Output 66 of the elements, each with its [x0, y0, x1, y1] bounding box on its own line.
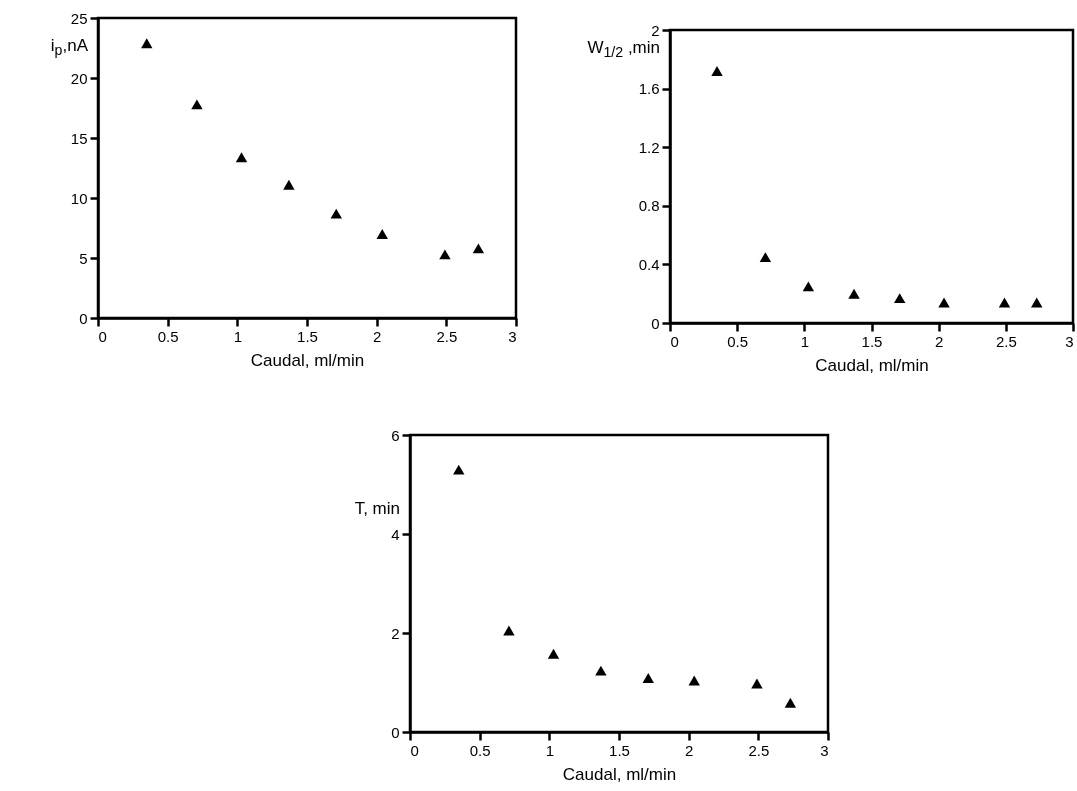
y-tick-label: 0 — [651, 314, 660, 332]
x-tick-label: 0 — [410, 741, 419, 759]
y-axis-title: T, min — [354, 499, 400, 519]
y-tick-label: 15 — [70, 129, 88, 147]
point — [376, 229, 388, 239]
point — [642, 673, 654, 683]
x-axis-title: Caudal, ml/min — [250, 350, 365, 370]
y-tick-label: 1.2 — [638, 138, 660, 156]
y-tick-label: 10 — [70, 189, 88, 207]
x-tick-label: 0.5 — [727, 332, 749, 350]
x-tick-label: 1.5 — [609, 741, 630, 759]
x-tick-label: 0.5 — [469, 741, 491, 759]
point — [998, 297, 1011, 308]
point — [759, 252, 772, 263]
x-tick-label: 2.5 — [748, 741, 770, 759]
x-tick-label: 1.5 — [861, 332, 883, 350]
point — [439, 249, 451, 260]
x-tick-label: 0 — [98, 327, 107, 345]
y-tick-label: 2 — [391, 624, 400, 642]
point — [848, 288, 860, 299]
x-tick-label: 2 — [684, 741, 694, 759]
point — [503, 625, 515, 636]
point — [141, 38, 153, 49]
x-tick-label: 1 — [233, 327, 243, 345]
y-tick-label: 6 — [391, 426, 400, 444]
x-axis-title: Caudal, ml/min — [815, 355, 929, 375]
x-tick-label: 1 — [545, 741, 555, 759]
point — [802, 281, 815, 292]
point — [595, 665, 607, 676]
x-tick-label: 3 — [820, 741, 829, 759]
x-tick-label: 3 — [508, 327, 517, 345]
y-tick-label: 0.8 — [638, 197, 660, 215]
point — [330, 208, 342, 219]
x-tick-label: 2.5 — [436, 327, 458, 345]
point — [191, 99, 203, 110]
x-tick-label: 1.5 — [297, 327, 318, 345]
x-axis-title: Caudal, ml/min — [562, 764, 677, 784]
point — [1031, 297, 1043, 308]
point — [472, 243, 485, 254]
point — [283, 179, 295, 190]
x-tick-label: 3 — [1065, 332, 1074, 350]
x-tick-label: 0.5 — [157, 327, 179, 345]
point — [938, 297, 950, 308]
x-tick-label: 0 — [670, 332, 679, 350]
x-tick-label: 2 — [934, 332, 944, 350]
point — [784, 697, 797, 708]
x-tick-label: 2 — [372, 327, 382, 345]
x-tick-label: 2.5 — [995, 332, 1017, 350]
y-axis-title: i$_{p}$,nA — [50, 36, 88, 59]
y-tick-label: 25 — [70, 9, 88, 27]
y-tick-label: 0 — [79, 309, 88, 327]
y-tick-label: 4 — [391, 525, 400, 543]
y-tick-label: 20 — [70, 69, 88, 87]
point — [453, 464, 465, 475]
point — [894, 293, 906, 304]
y-tick-label: 1.6 — [638, 80, 660, 98]
y-tick-label: 0.4 — [638, 255, 660, 273]
y-tick-label: 0 — [391, 723, 400, 741]
y-tick-label: 5 — [79, 249, 88, 267]
point — [711, 66, 723, 76]
point — [235, 152, 248, 163]
y-tick-label: 2 — [651, 21, 660, 39]
x-tick-label: 1 — [800, 332, 810, 350]
y-axis-title: W$_{1/2}$ ,min — [587, 38, 660, 61]
point — [547, 648, 560, 659]
point — [751, 678, 763, 689]
